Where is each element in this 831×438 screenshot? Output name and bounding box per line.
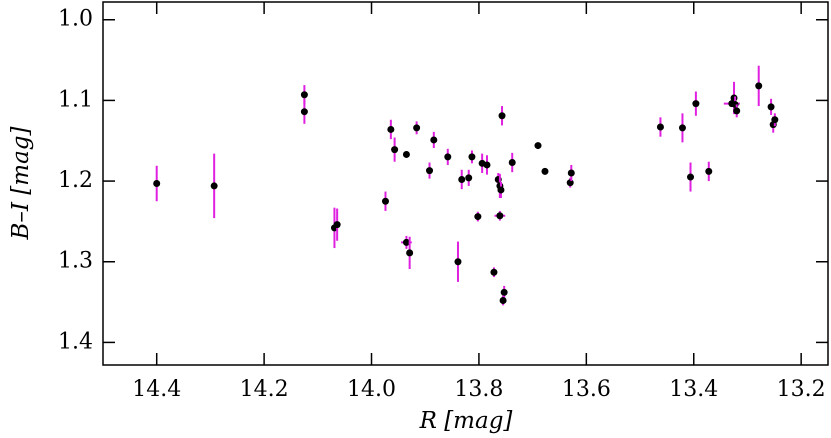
point (497, 186, 505, 194)
point (508, 159, 516, 167)
point (454, 258, 462, 266)
point (300, 91, 308, 99)
point (468, 153, 476, 161)
point (692, 100, 700, 108)
y-tick-label: 1.3 (58, 249, 93, 274)
point (474, 213, 482, 221)
point (541, 167, 549, 175)
y-tick-label: 1.2 (58, 168, 93, 193)
point (534, 142, 542, 150)
point (730, 94, 738, 102)
plot-frame (102, 1, 829, 366)
point (705, 167, 713, 175)
x-tick-label: 13.6 (562, 377, 611, 402)
point (483, 161, 491, 169)
point (465, 174, 473, 182)
point (678, 124, 686, 132)
y-tick-label: 1.0 (58, 7, 93, 32)
point (499, 296, 507, 304)
y-tick-label: 1.1 (58, 87, 93, 112)
x-tick-label: 13.4 (669, 377, 718, 402)
point (500, 288, 508, 296)
point (498, 112, 506, 120)
x-tick-label: 14.0 (347, 377, 396, 402)
x-tick-label: 14.4 (132, 377, 181, 402)
y-tick-label: 1.4 (58, 329, 93, 354)
point (391, 146, 399, 154)
point (687, 173, 695, 181)
point (767, 103, 775, 111)
point (402, 150, 410, 158)
point (300, 108, 308, 116)
point (771, 116, 779, 124)
point (444, 153, 452, 161)
point (755, 82, 763, 90)
point (458, 175, 466, 183)
point (430, 136, 438, 144)
point (402, 238, 410, 246)
point (381, 197, 389, 205)
point (426, 167, 434, 175)
x-axis-label: R [mag] (419, 408, 513, 434)
point (413, 124, 421, 132)
point (406, 249, 414, 257)
point (210, 182, 218, 190)
x-tick-label: 13.2 (777, 377, 826, 402)
point (490, 268, 498, 276)
point (387, 125, 395, 133)
point (153, 180, 161, 187)
point (656, 123, 664, 131)
y-axis-label: B–I [mag] (8, 126, 34, 240)
point (566, 179, 574, 187)
point (333, 221, 341, 229)
x-tick-label: 14.2 (240, 377, 289, 402)
x-tick-label: 13.8 (454, 377, 503, 402)
point (496, 212, 504, 220)
point (567, 169, 575, 177)
point (733, 107, 741, 115)
